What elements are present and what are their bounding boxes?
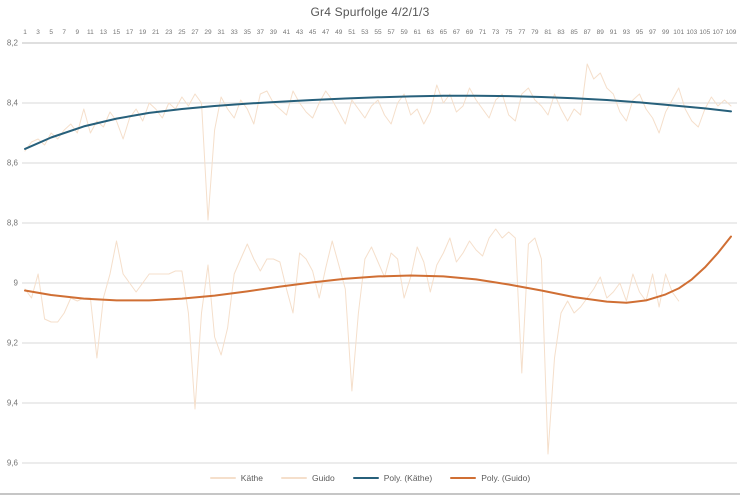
- x-axis-label: 51: [348, 29, 356, 36]
- y-axis-label: 9,2: [7, 339, 19, 348]
- x-axis-label: 65: [440, 29, 448, 36]
- legend-swatch-kaethe: [209, 477, 236, 479]
- x-axis-label: 83: [557, 29, 565, 36]
- y-axis-label: 8,8: [7, 219, 19, 228]
- x-axis-label: 19: [139, 29, 147, 36]
- chart-title: Gr4 Spurfolge 4/2/1/3: [310, 5, 430, 19]
- series-line-guido: [24, 228, 680, 455]
- x-axis-label: 55: [374, 29, 382, 36]
- series-line-poly-kaethe: [24, 94, 732, 150]
- x-axis-label: 89: [597, 29, 605, 36]
- x-axis-label: 109: [726, 29, 737, 36]
- x-axis-label: 33: [231, 29, 239, 36]
- x-axis-label: 93: [623, 29, 631, 36]
- x-axis-label: 5: [49, 29, 53, 36]
- legend-swatch-poly-kaethe: [352, 477, 379, 479]
- x-axis-label: 35: [244, 29, 252, 36]
- x-axis-label: 25: [178, 29, 186, 36]
- x-axis-label: 79: [531, 29, 539, 36]
- x-axis-label: 97: [649, 29, 657, 36]
- legend-label-poly-guido: Poly. (Guido): [481, 473, 531, 483]
- legend-item-poly-guido: Poly. (Guido): [450, 473, 530, 483]
- x-axis-label: 85: [570, 29, 578, 36]
- x-axis-label: 15: [113, 29, 121, 36]
- x-axis-label: 7: [62, 29, 66, 36]
- x-axis-label: 67: [453, 29, 461, 36]
- x-axis-label: 101: [673, 29, 684, 36]
- y-axis-label: 9,6: [7, 459, 19, 468]
- x-axis-label: 95: [636, 29, 644, 36]
- x-axis-label: 53: [361, 29, 369, 36]
- x-axis-label: 39: [270, 29, 278, 36]
- x-axis-label: 63: [427, 29, 435, 36]
- legend-item-kaethe: Käthe: [209, 473, 264, 483]
- x-axis-label: 71: [479, 29, 487, 36]
- x-axis-label: 45: [309, 29, 317, 36]
- x-axis-label: 105: [699, 29, 710, 36]
- legend-label-poly-kaethe: Poly. (Käthe): [383, 473, 433, 483]
- x-axis-label: 21: [152, 29, 160, 36]
- x-axis-label: 47: [322, 29, 330, 36]
- x-axis-label: 69: [466, 29, 474, 36]
- y-axis-label: 8,6: [7, 159, 19, 168]
- x-axis-label: 107: [712, 29, 723, 36]
- x-axis-label: 29: [204, 29, 212, 36]
- x-axis-label: 103: [686, 29, 697, 36]
- bottom-edge-divider: [0, 493, 740, 495]
- chart-legend: Käthe Guido Poly. (Käthe) Poly. (Guido): [0, 473, 740, 483]
- x-axis-label: 57: [387, 29, 395, 36]
- legend-swatch-guido: [281, 477, 308, 479]
- legend-item-guido: Guido: [281, 473, 335, 483]
- x-axis-label: 75: [505, 29, 513, 36]
- x-axis-label: 31: [217, 29, 225, 36]
- x-axis-label: 11: [87, 29, 94, 36]
- x-axis-label: 13: [100, 29, 108, 36]
- series-line-kaethe: [24, 63, 732, 221]
- series-line-poly-guido: [24, 235, 732, 304]
- y-axis-label: 8,4: [7, 99, 19, 108]
- y-axis-label: 8,2: [7, 39, 19, 48]
- legend-swatch-poly-guido: [450, 477, 477, 479]
- x-axis-label: 99: [662, 29, 670, 36]
- x-axis-label: 9: [75, 29, 79, 36]
- x-axis-label: 23: [165, 29, 173, 36]
- legend-label-kaethe: Käthe: [240, 473, 264, 483]
- x-axis-label: 1: [23, 29, 27, 36]
- x-axis-label: 49: [335, 29, 343, 36]
- x-axis-label: 43: [296, 29, 304, 36]
- x-axis-label: 37: [257, 29, 265, 36]
- x-axis-label: 17: [126, 29, 134, 36]
- x-axis-label: 27: [191, 29, 199, 36]
- x-axis-label: 41: [283, 29, 291, 36]
- x-axis-label: 73: [492, 29, 500, 36]
- legend-label-guido: Guido: [312, 473, 335, 483]
- x-axis-label: 91: [610, 29, 618, 36]
- x-axis-label: 81: [544, 29, 552, 36]
- y-axis-label: 9,4: [7, 399, 19, 408]
- x-axis-label: 61: [414, 29, 422, 36]
- x-axis-label: 59: [401, 29, 409, 36]
- x-axis-label: 87: [584, 29, 592, 36]
- x-axis-label: 77: [518, 29, 526, 36]
- legend-item-poly-kaethe: Poly. (Käthe): [352, 473, 433, 483]
- x-axis-label: 3: [36, 29, 40, 36]
- y-axis-label: 9: [14, 279, 19, 288]
